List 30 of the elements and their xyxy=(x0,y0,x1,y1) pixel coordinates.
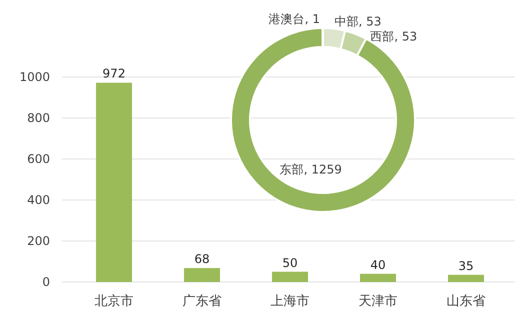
donut-slice xyxy=(230,27,416,213)
y-tick-label: 600 xyxy=(27,152,50,166)
bar xyxy=(184,268,220,282)
data-label: 68 xyxy=(194,252,210,266)
data-label: 50 xyxy=(282,256,298,270)
data-label: 972 xyxy=(102,66,126,81)
data-label: , 53 xyxy=(358,14,382,29)
slice-label: 港澳台 xyxy=(268,12,305,26)
x-tick-label: 广东省 xyxy=(182,294,222,309)
slice-label: 东部 xyxy=(280,162,304,177)
data-label: , 1 xyxy=(304,12,320,26)
y-tick-label: 1000 xyxy=(19,70,50,84)
data-label: , 53 xyxy=(394,30,418,44)
bar xyxy=(448,274,484,282)
y-tick-label: 400 xyxy=(27,193,50,207)
bar xyxy=(96,82,132,282)
slice-label: 西部 xyxy=(370,30,394,44)
x-tick-label: 天津市 xyxy=(358,294,398,309)
y-tick-label: 800 xyxy=(27,111,50,125)
data-label: , 1259 xyxy=(304,162,342,177)
bar xyxy=(360,274,396,282)
y-tick-label: 200 xyxy=(27,234,50,248)
data-label: 35 xyxy=(458,258,474,273)
x-tick-label: 北京市 xyxy=(94,294,134,309)
x-tick-label: 上海市 xyxy=(270,294,310,309)
y-tick-label: 0 xyxy=(42,275,50,289)
data-label: 40 xyxy=(370,258,386,272)
bar xyxy=(272,272,308,282)
slice-label: 中部 xyxy=(334,14,359,29)
x-tick-label: 山东省 xyxy=(446,294,486,309)
